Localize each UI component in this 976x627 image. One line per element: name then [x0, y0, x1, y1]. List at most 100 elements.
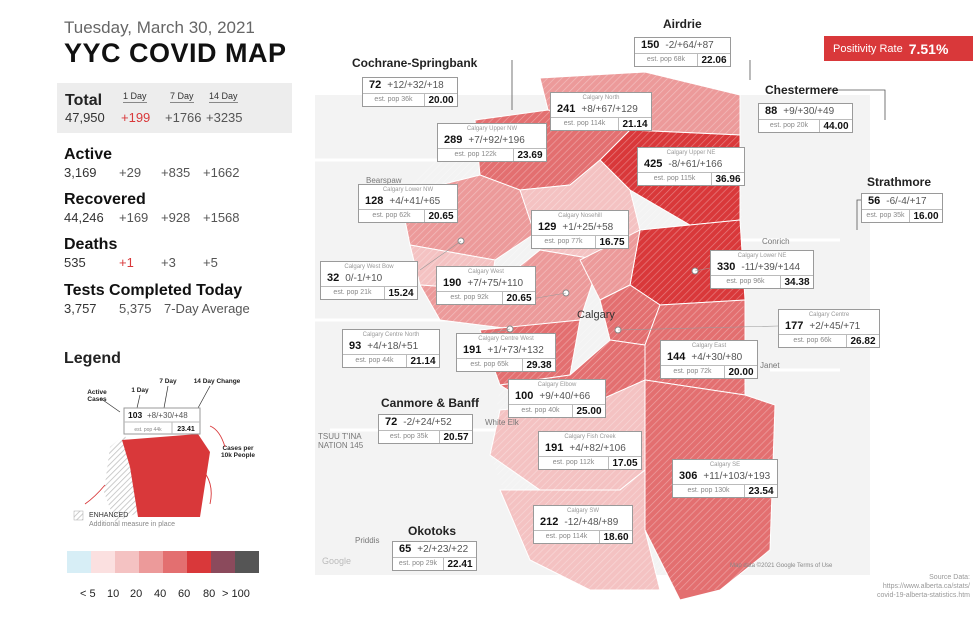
deaths-stat: Deaths 535 +1 +3 +5	[64, 236, 218, 270]
scale-swatch-8	[235, 551, 259, 573]
okotoks-label: Okotoks	[408, 524, 457, 538]
tests-label: Tests Completed Today	[64, 282, 243, 299]
region-box-upper-nw[interactable]: Calgary Upper NW 289 +7/+92/+196 est. pop…	[437, 123, 547, 162]
date-label: Tuesday, March 30, 2021	[64, 18, 255, 37]
scale-label-2: 10	[107, 588, 120, 600]
scale-swatch-1	[67, 551, 91, 573]
google-logo: Google	[322, 556, 352, 566]
legend-sample-top: 103	[128, 410, 142, 420]
legend-sample-change: +8/+30/+48	[147, 411, 188, 420]
recovered-stat: Recovered 44,246 +169 +928 +1568	[64, 191, 240, 225]
deaths-value: 535	[64, 255, 86, 270]
road-line	[315, 158, 840, 432]
positivity-rate-badge: Positivity Rate 7.51%	[824, 36, 973, 61]
leader-lower-ne	[694, 267, 711, 272]
recovered-14day: +1568	[203, 210, 240, 225]
total-1day: +199	[121, 110, 151, 125]
scale-swatch-3	[115, 551, 139, 573]
tests-value: 3,757	[64, 301, 97, 316]
legend-enhanced-sub: Additional measure in place	[89, 521, 175, 528]
cochrane-label: Cochrane-Springbank	[352, 56, 478, 70]
map-attribution[interactable]: Map data ©2021 Google Terms of Use	[730, 563, 833, 569]
scale-swatch-5	[163, 551, 187, 573]
legend-sample-box	[123, 407, 201, 435]
leader-centre	[617, 325, 779, 331]
region-box-canmore[interactable]: 72 -2/+24/+52 est. pop 35k 20.57	[378, 414, 473, 444]
region-box-okotoks[interactable]: 65 +2/+23/+22 est. pop 29k 22.41	[392, 541, 477, 571]
total-header-14day: 14 Day	[209, 91, 238, 103]
region-box-centre[interactable]: Calgary Centre 177 +2/+45/+71 est. pop 66…	[778, 309, 880, 348]
legend-title: Legend	[64, 350, 121, 367]
region-box-east[interactable]: Calgary East 144 +4/+30/+80 est. pop 72k 2…	[660, 340, 758, 379]
region-box-west[interactable]: Calgary West 190 +7/+75/+110 est. pop 92k…	[436, 266, 536, 305]
canmore-label: Canmore & Banff	[381, 396, 480, 410]
tsuutina-label: TSUU T'INA NATION 145	[318, 432, 364, 450]
source-link-1[interactable]: https://www.alberta.ca/stats/	[882, 583, 970, 590]
positivity-label: Positivity Rate	[833, 42, 903, 55]
legend-cases-per-label: Cases per 10k People	[221, 445, 255, 459]
color-scale	[67, 551, 259, 573]
scale-label-7: > 100	[222, 588, 250, 600]
bearspaw-label: Bearspaw	[366, 176, 402, 185]
region-box-lower-nw[interactable]: Calgary Lower NW 128 +4/+41/+65 est. pop …	[358, 184, 458, 223]
total-label: Total	[65, 92, 103, 109]
positivity-value: 7.51%	[908, 40, 949, 57]
legend-sample-pop: est. pop 44k	[134, 427, 162, 433]
scale-swatch-6	[187, 551, 211, 573]
legend-arrow-14day	[197, 385, 211, 409]
tests-average-label: 7-Day Average	[164, 301, 250, 316]
leader-west-bow	[419, 240, 462, 271]
map-panel[interactable]: Calgary White Elk Priddis Google Conrich…	[300, 0, 976, 627]
region-box-airdrie[interactable]: 150 -2/+64/+87 est. pop 68k 22.06	[634, 37, 731, 67]
deaths-label: Deaths	[64, 236, 118, 253]
legend-arrow-down-left	[84, 484, 106, 505]
active-value: 3,169	[64, 165, 97, 180]
scale-label-6: 80	[203, 588, 216, 600]
active-1day: +29	[119, 165, 142, 180]
total-7day: +1766	[165, 110, 202, 125]
region-box-upper-ne[interactable]: Calgary Upper NE 425 -8/+61/+166 est. pop…	[637, 147, 745, 186]
enhanced-swatch	[73, 510, 84, 521]
janet-label: Janet	[760, 361, 780, 370]
region-box-lower-ne[interactable]: Calgary Lower NE 330 -11/+39/+144 est. po…	[710, 250, 814, 289]
total-value: 47,950	[65, 110, 105, 125]
source-link-2[interactable]: covid-19-alberta-statistics.htm	[877, 592, 970, 599]
recovered-1day: +169	[119, 210, 149, 225]
legend-active-label: Active Cases	[87, 389, 107, 403]
region-box-strathmore[interactable]: 56 -6/-4/+17 est. pop 35k 16.00	[861, 193, 943, 223]
region-box-centre-north[interactable]: Calgary Centre North 93 +4/+18/+51 est. p…	[342, 329, 440, 368]
region-box-centre-west[interactable]: Calgary Centre West 191 +1/+73/+132 est. …	[456, 333, 556, 372]
active-7day: +835	[161, 165, 191, 180]
legend-14day-label: 14 Day Change	[194, 378, 241, 385]
total-header-1day: 1 Day	[123, 91, 147, 103]
scale-swatch-2	[91, 551, 115, 573]
active-stat: Active 3,169 +29 +835 +1662	[64, 146, 240, 180]
active-14day: +1662	[203, 165, 240, 180]
recovered-value: 44,246	[64, 210, 104, 225]
source-title: Source Data:	[929, 574, 970, 581]
region-box-sw[interactable]: Calgary SW 212 -12/+48/+89 est. pop 114k 1…	[533, 505, 633, 544]
tests-stat: Tests Completed Today 3,757 5,375 7-Day …	[64, 282, 250, 316]
region-box-cochrane[interactable]: 72 +12/+32/+18 est. pop 36k 20.00	[362, 77, 458, 107]
source-data: Source Data: https://www.alberta.ca/stat…	[877, 573, 970, 600]
conrich-label: Conrich	[762, 237, 790, 246]
region-box-chestermere[interactable]: 88 +9/+30/+49 est. pop 20k 44.00	[758, 103, 853, 133]
legend-enhanced-label: ENHANCED	[89, 512, 128, 519]
legend-arrow-active	[99, 397, 121, 413]
legend-7day-label: 7 Day	[159, 378, 177, 385]
recovered-label: Recovered	[64, 191, 146, 208]
legend-arrow-cases	[209, 425, 226, 448]
priddis-label: Priddis	[355, 536, 380, 545]
region-box-fish-creek[interactable]: Calgary Fish Creek 191 +4/+82/+106 est. p…	[538, 431, 642, 470]
region-box-se[interactable]: Calgary SE 306 +11/+103/+193 est. pop 130…	[672, 459, 778, 498]
region-box-west-bow[interactable]: Calgary West Bow 32 0/-1/+10 est. pop 21k…	[320, 261, 418, 300]
region-box-north[interactable]: Calgary North 241 +8/+67/+129 est. pop 11…	[550, 92, 652, 131]
total-summary: Total 1 Day 7 Day 14 Day 47,950 +199 +17…	[57, 83, 292, 133]
deaths-7day: +3	[161, 255, 176, 270]
legend-sample-rate: 23.41	[177, 426, 195, 433]
region-box-elbow[interactable]: Calgary Elbow 100 +9/+40/+66 est. pop 40k…	[508, 379, 606, 418]
region-box-nosehill[interactable]: Calgary Nosehill 129 +1/+25/+58 est. pop …	[531, 210, 629, 249]
deaths-14day: +5	[203, 255, 218, 270]
scale-swatch-4	[139, 551, 163, 573]
page-title: YYC COVID MAP	[64, 38, 287, 68]
